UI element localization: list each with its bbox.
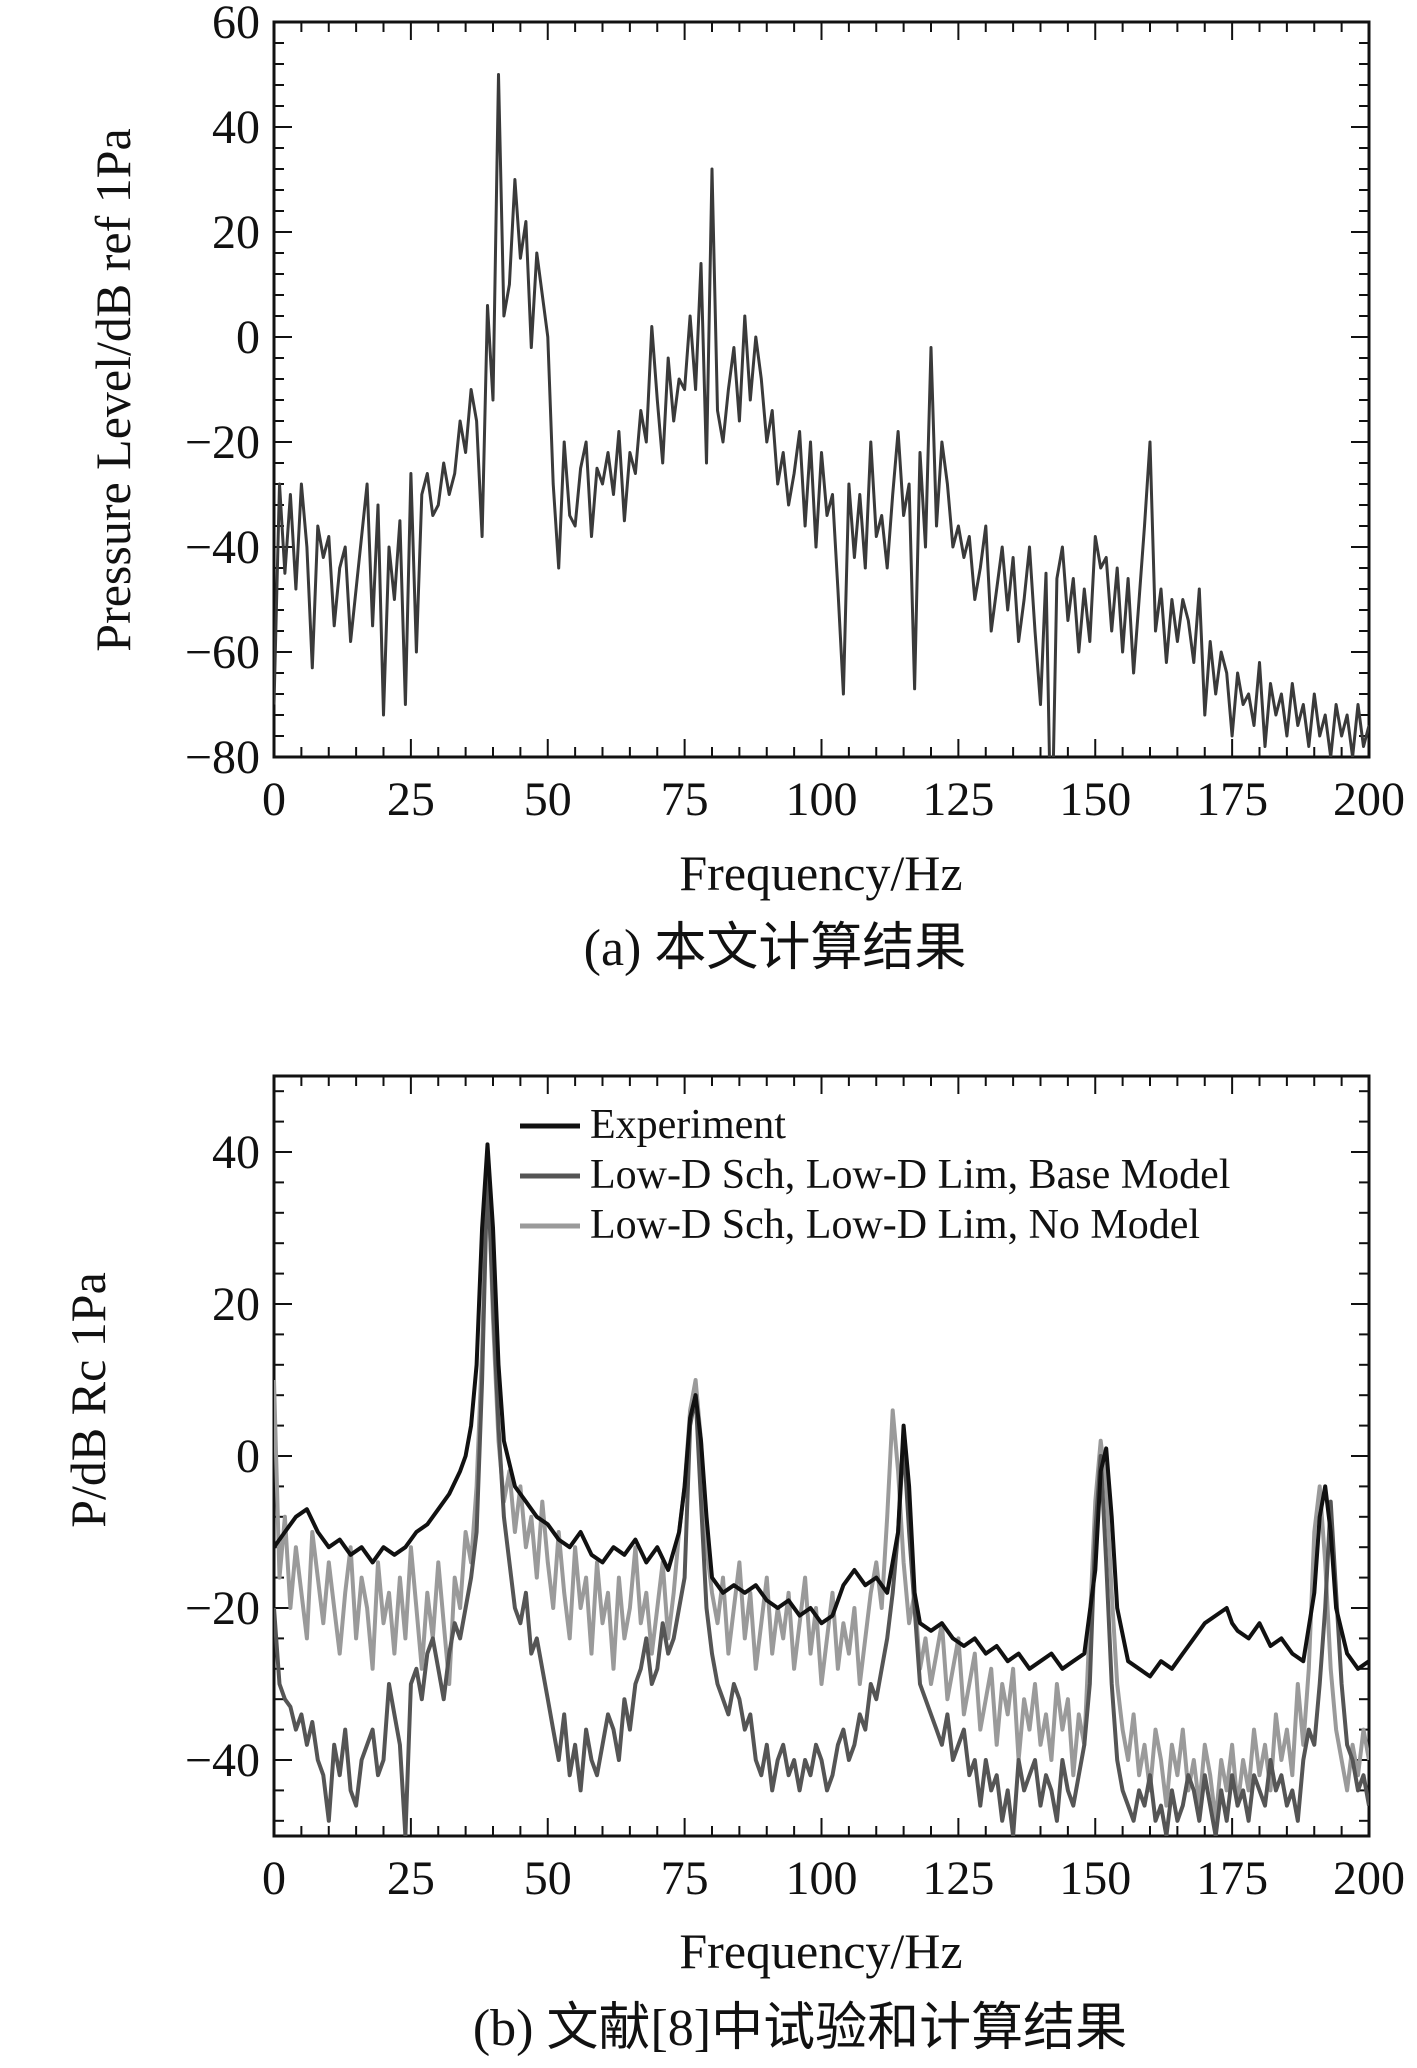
x-tick-label: 150 [1059, 773, 1131, 826]
y-axis-label-a: Pressure Level/dB ref 1Pa [85, 128, 141, 651]
x-tick-label: 175 [1196, 773, 1268, 826]
tick-labels-a: 0 25 50 75 100 125 150 175 200 −80 −60 −40 −20 0 20 40 6… [185, 0, 1405, 826]
series-b [274, 1142, 1369, 1836]
x-tick-label: 50 [524, 1852, 572, 1905]
y-tick-label: −40 [185, 1734, 260, 1787]
y-tick-label: −80 [185, 731, 260, 784]
x-tick-label: 125 [922, 773, 994, 826]
legend-entry: Low-D Sch, Low-D Lim, Base Model [590, 1152, 1230, 1198]
y-tick-label: 20 [212, 1278, 260, 1331]
panel-a-chart: 0 25 50 75 100 125 150 175 200 −80 −60 −40 −20 0 20 40 6… [85, 0, 1405, 977]
x-tick-label: 50 [524, 773, 572, 826]
y-axis-label-b: P/dB Rc 1Pa [60, 1272, 116, 1528]
series-line-low-d-sch-low-d-lim-base-model [274, 1165, 1369, 1836]
x-tick-label: 200 [1333, 773, 1405, 826]
y-tick-label: 40 [212, 101, 260, 154]
series-line-experiment [274, 1142, 1369, 1679]
y-tick-label: 0 [236, 311, 260, 364]
x-tick-label: 0 [262, 773, 286, 826]
x-tick-label: 25 [387, 1852, 435, 1905]
series-line-low-d-sch-low-d-lim-no-model [274, 1150, 1369, 1823]
y-tick-label: 0 [236, 1430, 260, 1483]
y-tick-label: 20 [212, 206, 260, 259]
x-tick-label: 150 [1059, 1852, 1131, 1905]
tick-labels-b: 0 25 50 75 100 125 150 175 200 −40 −20 0 20 40 [185, 1126, 1405, 1905]
x-tick-label: 75 [661, 1852, 709, 1905]
plot-frame-a [272, 20, 1371, 759]
legend-entry: Low-D Sch, Low-D Lim, No Model [590, 1202, 1200, 1248]
x-axis-label-a: Frequency/Hz [679, 845, 962, 901]
ticks-a [273, 21, 1370, 758]
y-tick-label: −20 [185, 416, 260, 469]
x-tick-label: 175 [1196, 1852, 1268, 1905]
y-tick-label: −20 [185, 1582, 260, 1635]
legend-entry: Experiment [590, 1102, 786, 1148]
x-tick-label: 200 [1333, 1852, 1405, 1905]
y-tick-label: 60 [212, 0, 260, 49]
x-tick-label: 75 [661, 773, 709, 826]
x-axis-label-b: Frequency/Hz [679, 1923, 962, 1979]
y-tick-label: 40 [212, 1126, 260, 1179]
x-tick-label: 125 [922, 1852, 994, 1905]
series-line-computed [274, 73, 1369, 757]
x-tick-label: 25 [387, 773, 435, 826]
x-tick-label: 100 [786, 773, 858, 826]
x-tick-label: 0 [262, 1852, 286, 1905]
series-a [274, 73, 1369, 757]
y-tick-label: −40 [185, 521, 260, 574]
caption-a: (a) 本文计算结果 [584, 920, 967, 977]
panel-b-chart: 0 25 50 75 100 125 150 175 200 −40 −20 0 20 40 Experi… [60, 1074, 1405, 2057]
caption-b: (b) 文献[8]中试验和计算结果 [473, 2000, 1127, 2057]
x-tick-label: 100 [786, 1852, 858, 1905]
y-tick-label: −60 [185, 626, 260, 679]
